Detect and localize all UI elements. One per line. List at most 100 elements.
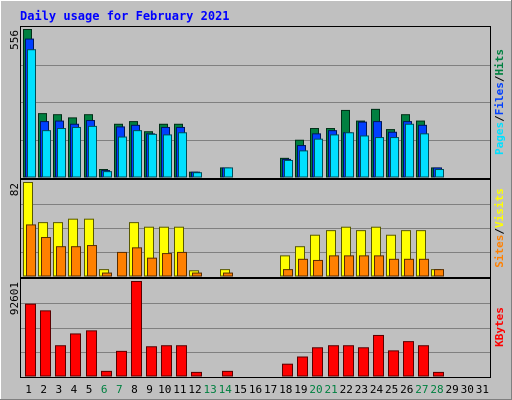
bar-pages-day-5 (88, 125, 97, 178)
legend-text-slash-1: / (493, 115, 506, 122)
legend-text-files: Files (493, 82, 506, 115)
legend-text-slash-1: / (493, 228, 506, 235)
day-labels: 1 2 3 4 5 6 7 8 9 10 11 12 13 14 15 16 17 18 19 20 21 22 23 24 2… (25, 383, 489, 396)
legend-panel-1: Pages/Files/Hits (493, 49, 506, 155)
bar-pages-day-4 (72, 126, 81, 178)
panel-box-3 (20, 278, 491, 378)
bar-pages-day-6 (103, 171, 112, 178)
day-label-26: 26 (400, 383, 413, 396)
bar-pages-day-24 (375, 137, 384, 178)
day-label-24: 24 (370, 383, 384, 396)
bar-kbytes-day-3 (55, 345, 66, 377)
bar-pages-day-14 (224, 167, 233, 178)
bar-kbytes-day-2 (40, 310, 51, 377)
bar-pages-day-26 (405, 123, 414, 178)
day-label-5: 5 (86, 383, 93, 396)
panel-box-2 (20, 179, 491, 278)
bar-sites-day-22 (344, 255, 354, 277)
day-label-11: 11 (173, 383, 186, 396)
bar-pages-day-25 (390, 137, 399, 178)
bar-pages-day-21 (330, 134, 339, 178)
bar-sites-day-9 (147, 257, 157, 277)
legend-text-slash-3: / (493, 75, 506, 82)
day-label-13: 13 (203, 383, 216, 396)
y-max-label-panel-1: 556 (8, 30, 21, 50)
bar-kbytes-day-7 (116, 350, 127, 377)
bar-kbytes-day-21 (328, 345, 339, 377)
day-label-27: 27 (415, 383, 428, 396)
day-label-14: 14 (219, 383, 233, 396)
day-label-4: 4 (71, 383, 78, 396)
bar-sites-day-7 (117, 251, 127, 277)
bar-pages-day-22 (345, 132, 354, 178)
bar-sites-day-25 (389, 258, 399, 277)
day-label-1: 1 (25, 383, 32, 396)
day-label-16: 16 (249, 383, 262, 396)
day-label-23: 23 (355, 383, 368, 396)
bar-sites-day-26 (404, 258, 414, 277)
bar-kbytes-day-26 (403, 341, 414, 377)
bar-pages-day-20 (314, 138, 323, 178)
y-max-label-panel-3: 92601 (8, 282, 21, 315)
bar-sites-day-1 (26, 224, 36, 277)
bar-kbytes-day-1 (25, 303, 36, 377)
bar-sites-day-19 (298, 258, 308, 277)
bar-kbytes-day-14 (222, 370, 233, 377)
bar-pages-day-8 (133, 130, 142, 178)
legend-panel-2: Sites/Visits (493, 188, 506, 268)
bar-pages-day-23 (360, 135, 369, 178)
day-label-7: 7 (116, 383, 123, 396)
bar-pages-day-3 (57, 128, 66, 178)
bar-sites-day-23 (359, 255, 369, 277)
legend-panel-3: KBytes (493, 307, 506, 347)
legend-text-hits: Hits (493, 49, 506, 76)
day-label-2: 2 (40, 383, 47, 396)
day-label-8: 8 (131, 383, 138, 396)
bar-pages-day-18 (284, 159, 293, 178)
bar-kbytes-day-19 (297, 356, 308, 377)
day-label-17: 17 (264, 383, 277, 396)
day-label-10: 10 (158, 383, 171, 396)
bar-sites-day-3 (56, 246, 66, 277)
bar-sites-day-8 (132, 247, 142, 277)
legend-text-sites: Sites (493, 235, 506, 268)
bar-pages-day-28 (435, 169, 444, 178)
day-label-12: 12 (188, 383, 201, 396)
bar-sites-day-28 (434, 269, 444, 277)
bar-kbytes-day-4 (70, 333, 81, 377)
chart-title: Daily usage for February 2021 (20, 9, 230, 23)
bar-sites-day-5 (87, 245, 97, 277)
bar-kbytes-day-20 (312, 347, 323, 377)
day-label-25: 25 (385, 383, 398, 396)
bar-kbytes-day-27 (418, 345, 429, 377)
bar-sites-day-4 (71, 246, 81, 277)
legend-text-kbytes: KBytes (493, 307, 506, 347)
y-max-label-panel-2: 82 (8, 183, 21, 196)
bar-kbytes-day-23 (358, 347, 369, 377)
legends: Pages/Files/Hits Sites/Visits KBytes (493, 49, 506, 347)
day-label-15: 15 (234, 383, 247, 396)
bar-sites-day-20 (313, 259, 323, 277)
bar-sites-day-12 (192, 272, 202, 277)
bar-pages-day-19 (299, 150, 308, 178)
bar-kbytes-day-22 (343, 345, 354, 377)
day-label-3: 3 (56, 383, 63, 396)
y-max-labels: 556 82 92601 (8, 30, 21, 315)
bar-pages-day-9 (148, 133, 157, 178)
day-label-20: 20 (309, 383, 322, 396)
bar-sites-day-11 (177, 251, 187, 277)
bar-sites-day-18 (283, 269, 293, 277)
bar-pages-day-1 (27, 49, 36, 178)
day-label-6: 6 (101, 383, 108, 396)
day-label-22: 22 (340, 383, 353, 396)
bar-kbytes-day-12 (191, 371, 202, 377)
bar-pages-day-10 (163, 134, 172, 178)
day-label-31: 31 (476, 383, 489, 396)
bar-sites-day-10 (162, 253, 172, 277)
bar-sites-day-24 (374, 255, 384, 277)
panel-box-1 (20, 26, 491, 179)
bar-pages-day-7 (118, 136, 127, 178)
bar-pages-day-11 (178, 132, 187, 178)
